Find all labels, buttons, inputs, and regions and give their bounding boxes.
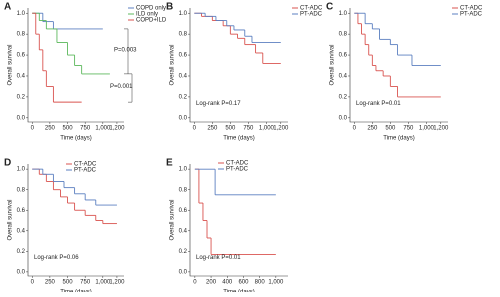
y-tick-label: 0.0 bbox=[179, 269, 188, 275]
y-tick-label: 0.0 bbox=[17, 269, 26, 275]
y-tick-label: 0.4 bbox=[17, 74, 26, 80]
axes-frame bbox=[189, 164, 288, 277]
y-tick-label: 1.0 bbox=[17, 11, 26, 17]
y-axis-label: Overall survival bbox=[330, 44, 336, 85]
p-value: Log-rank P=0.01 bbox=[196, 255, 241, 261]
x-axis-label: Time (days) bbox=[383, 136, 414, 142]
y-tick-label: 0.6 bbox=[179, 53, 188, 59]
x-tick-label: 250 bbox=[45, 280, 56, 286]
p-value: P=0.003 bbox=[114, 47, 137, 53]
x-tick-label: 600 bbox=[238, 280, 249, 286]
legend-label: ILD only bbox=[136, 12, 158, 18]
y-tick-label: 0.4 bbox=[339, 74, 348, 80]
x-tick-label: 1,200 bbox=[109, 126, 125, 132]
x-axis-label: Time (days) bbox=[60, 136, 91, 142]
x-tick-label: 500 bbox=[63, 126, 74, 132]
legend-label: PT-ADC bbox=[226, 167, 249, 173]
y-tick-label: 0.2 bbox=[179, 249, 188, 255]
x-tick-label: 1,000 bbox=[419, 126, 435, 132]
y-tick-label: 1.0 bbox=[17, 167, 26, 173]
x-tick-label: 400 bbox=[222, 280, 233, 286]
legend-label: COPD+ILD bbox=[136, 18, 167, 24]
x-tick-label: 750 bbox=[80, 126, 91, 132]
x-tick-label: 500 bbox=[225, 126, 236, 132]
x-tick-label: 1,200 bbox=[109, 280, 125, 286]
bracket bbox=[128, 73, 133, 103]
x-tick-label: 250 bbox=[367, 126, 378, 132]
x-tick-label: 500 bbox=[385, 126, 396, 132]
p-value: Log-rank P=0.01 bbox=[356, 101, 401, 107]
legend-label: PT-ADC bbox=[74, 168, 97, 174]
p-value: Log-rank P=0.06 bbox=[34, 255, 79, 261]
y-tick-label: 1.0 bbox=[179, 11, 188, 17]
y-tick-label: 0.8 bbox=[339, 32, 348, 38]
y-tick-label: 0.6 bbox=[179, 208, 188, 214]
y-tick-label: 0.8 bbox=[17, 32, 26, 38]
bracket bbox=[124, 28, 129, 75]
y-tick-label: 0.4 bbox=[179, 74, 188, 80]
axes-frame bbox=[27, 8, 124, 123]
axes-frame bbox=[349, 8, 448, 123]
p-value: P=0.001 bbox=[110, 84, 133, 90]
panel-letter: E bbox=[166, 158, 173, 169]
x-tick-label: 750 bbox=[243, 126, 254, 132]
y-tick-label: 0.2 bbox=[179, 94, 188, 100]
y-tick-label: 0.8 bbox=[179, 32, 188, 38]
x-tick-label: 250 bbox=[45, 126, 56, 132]
p-value: Log-rank P=0.17 bbox=[196, 101, 241, 107]
x-tick-label: 1,000 bbox=[268, 280, 284, 286]
x-tick-label: 800 bbox=[255, 280, 266, 286]
axes-frame bbox=[189, 8, 288, 123]
x-tick-label: 500 bbox=[63, 280, 74, 286]
y-axis-label: Overall survival bbox=[8, 199, 14, 240]
legend-label: PT-ADC bbox=[460, 12, 483, 18]
y-tick-label: 0.6 bbox=[339, 53, 348, 59]
panel-letter: C bbox=[326, 2, 333, 13]
x-tick-label: 1,000 bbox=[259, 126, 275, 132]
panel-letter: B bbox=[166, 2, 173, 13]
x-tick-label: 1,200 bbox=[433, 126, 449, 132]
x-tick-label: 200 bbox=[206, 280, 217, 286]
legend-label: CT-ADC bbox=[74, 162, 97, 168]
panel-letter: A bbox=[4, 2, 11, 13]
y-tick-label: 0.6 bbox=[17, 208, 26, 214]
x-tick-label: 0 bbox=[193, 280, 197, 286]
y-tick-label: 0.0 bbox=[339, 115, 348, 121]
x-tick-label: 0 bbox=[353, 126, 357, 132]
y-axis-label: Overall survival bbox=[8, 44, 14, 85]
y-tick-label: 0.2 bbox=[17, 94, 26, 100]
axes-frame bbox=[27, 164, 124, 277]
x-tick-label: 1,200 bbox=[273, 126, 289, 132]
x-tick-label: 750 bbox=[403, 126, 414, 132]
x-tick-label: 0 bbox=[31, 280, 35, 286]
y-tick-label: 0.4 bbox=[179, 228, 188, 234]
legend-label: PT-ADC bbox=[300, 12, 323, 18]
y-axis-label: Overall survival bbox=[170, 44, 176, 85]
legend-label: CT-ADC bbox=[460, 6, 483, 12]
y-axis-label: Overall survival bbox=[170, 199, 176, 240]
legend-label: CT-ADC bbox=[300, 6, 323, 12]
x-tick-label: 1,000 bbox=[95, 280, 111, 286]
x-tick-label: 750 bbox=[80, 280, 91, 286]
y-tick-label: 1.0 bbox=[339, 11, 348, 17]
x-axis-label: Time (days) bbox=[223, 136, 254, 142]
y-tick-label: 0.8 bbox=[179, 187, 188, 193]
y-tick-label: 0.4 bbox=[17, 228, 26, 234]
x-tick-label: 0 bbox=[193, 126, 197, 132]
legend-label: CT-ADC bbox=[226, 161, 249, 167]
legend-label: COPD only bbox=[136, 6, 166, 12]
x-tick-label: 1,000 bbox=[95, 126, 111, 132]
y-tick-label: 0.0 bbox=[179, 115, 188, 121]
x-tick-label: 0 bbox=[31, 126, 35, 132]
x-tick-label: 250 bbox=[207, 126, 218, 132]
y-tick-label: 0.2 bbox=[17, 249, 26, 255]
y-tick-label: 1.0 bbox=[179, 167, 188, 173]
y-tick-label: 0.0 bbox=[17, 115, 26, 121]
panel-letter: D bbox=[4, 158, 11, 169]
y-tick-label: 0.8 bbox=[17, 187, 26, 193]
y-tick-label: 0.6 bbox=[17, 53, 26, 59]
y-tick-label: 0.2 bbox=[339, 94, 348, 100]
